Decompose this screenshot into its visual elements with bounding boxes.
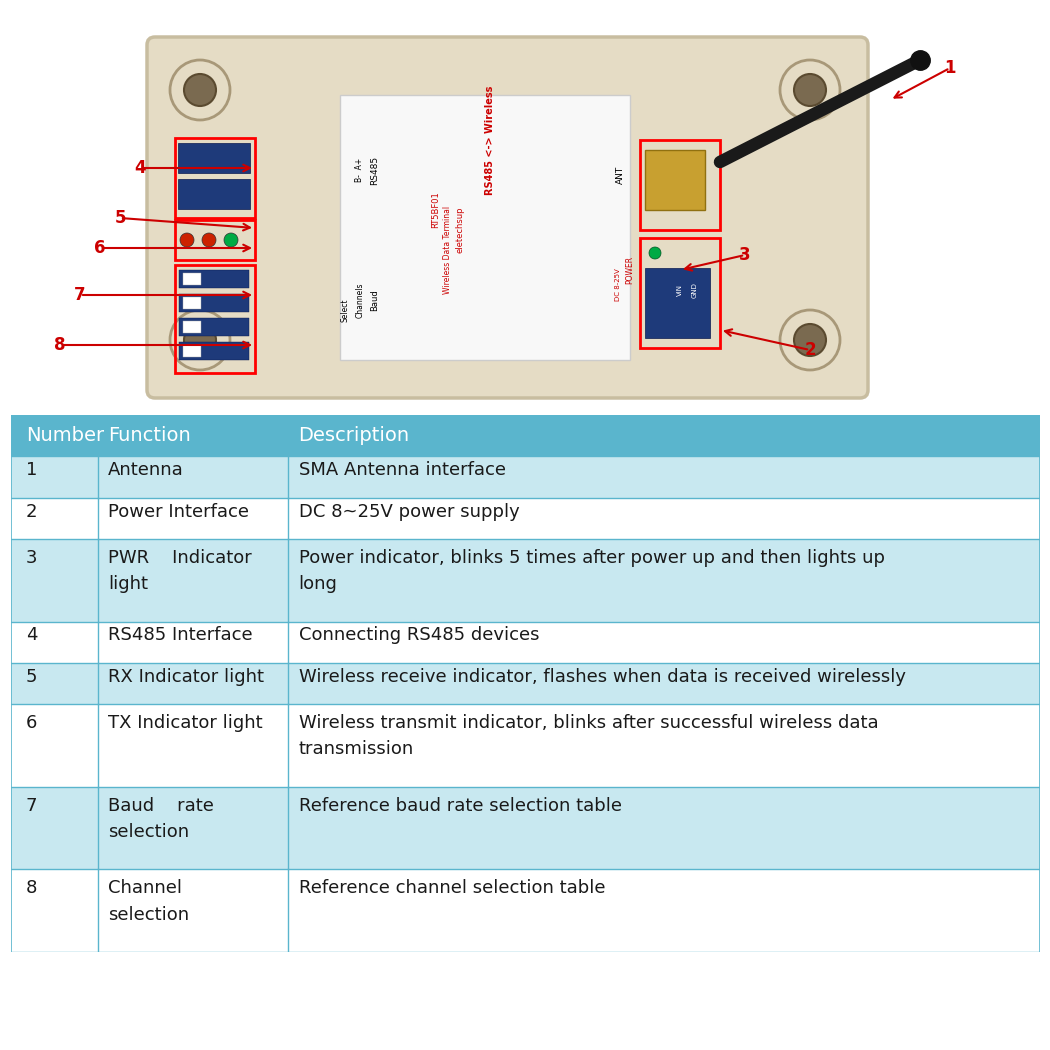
Bar — [178, 318, 249, 336]
Bar — [340, 94, 630, 360]
Circle shape — [780, 310, 840, 370]
Bar — [183, 273, 201, 285]
Text: 3: 3 — [26, 549, 38, 567]
Text: Channels: Channels — [356, 282, 364, 318]
Text: Wireless transmit indicator, blinks after successful wireless data
transmission: Wireless transmit indicator, blinks afte… — [298, 714, 878, 758]
Bar — [183, 321, 201, 333]
Circle shape — [170, 60, 230, 120]
Bar — [10, 786, 1040, 869]
Text: RT5BF01: RT5BF01 — [432, 191, 441, 229]
Text: Wireless Data Terminal: Wireless Data Terminal — [443, 206, 453, 294]
Text: 5: 5 — [114, 209, 126, 227]
Bar — [175, 138, 255, 218]
Text: 7: 7 — [26, 797, 38, 815]
Bar — [10, 498, 1040, 539]
Text: VIN: VIN — [677, 284, 682, 296]
Text: 8: 8 — [55, 336, 66, 354]
Bar — [640, 140, 720, 230]
Text: 1: 1 — [944, 59, 956, 77]
Bar — [10, 705, 1040, 786]
FancyBboxPatch shape — [147, 37, 868, 398]
Circle shape — [170, 310, 230, 370]
Text: RS485 <-> Wireless: RS485 <-> Wireless — [485, 85, 495, 194]
Text: Select: Select — [340, 298, 350, 321]
Circle shape — [184, 74, 216, 106]
Circle shape — [780, 60, 840, 120]
Text: SMA Antenna interface: SMA Antenna interface — [298, 461, 506, 479]
Circle shape — [794, 324, 826, 356]
Text: RX Indicator light: RX Indicator light — [108, 668, 265, 686]
Text: eletechsup: eletechsup — [456, 207, 464, 253]
Bar — [178, 178, 250, 209]
Text: 7: 7 — [75, 286, 86, 304]
Bar — [175, 220, 255, 260]
Circle shape — [184, 324, 216, 356]
Text: TX Indicator light: TX Indicator light — [108, 714, 262, 732]
Text: Baud: Baud — [371, 289, 379, 311]
Text: RS485: RS485 — [371, 155, 379, 185]
Text: Reference baud rate selection table: Reference baud rate selection table — [298, 797, 622, 815]
Bar — [645, 150, 705, 210]
Text: 8: 8 — [26, 879, 38, 898]
Bar — [640, 238, 720, 348]
Text: 6: 6 — [26, 714, 38, 732]
Text: 5: 5 — [26, 668, 38, 686]
Text: B-  A+: B- A+ — [356, 158, 364, 182]
Text: Description: Description — [298, 426, 410, 445]
Text: 4: 4 — [134, 159, 146, 177]
Text: Power indicator, blinks 5 times after power up and then lights up
long: Power indicator, blinks 5 times after po… — [298, 549, 884, 593]
Bar — [183, 345, 201, 357]
Text: Antenna: Antenna — [108, 461, 184, 479]
Bar — [10, 415, 1040, 457]
Text: 1: 1 — [26, 461, 38, 479]
Text: 4: 4 — [26, 627, 38, 645]
Bar — [175, 265, 255, 373]
Text: Number: Number — [26, 426, 104, 445]
Bar — [10, 457, 1040, 498]
Text: Function: Function — [108, 426, 191, 445]
Bar — [10, 869, 1040, 952]
Bar — [178, 342, 249, 360]
Text: Wireless receive indicator, flashes when data is received wirelessly: Wireless receive indicator, flashes when… — [298, 668, 905, 686]
Bar — [645, 268, 710, 338]
Text: 6: 6 — [94, 239, 106, 257]
Text: DC 8-25V: DC 8-25V — [615, 269, 621, 301]
Text: PWR    Indicator
light: PWR Indicator light — [108, 549, 252, 593]
Text: ANT: ANT — [615, 166, 625, 184]
Circle shape — [180, 233, 194, 247]
Circle shape — [794, 74, 826, 106]
Circle shape — [202, 233, 216, 247]
Bar — [178, 294, 249, 312]
Bar — [10, 622, 1040, 663]
Bar — [10, 539, 1040, 622]
Bar — [178, 270, 249, 288]
Text: Baud    rate
selection: Baud rate selection — [108, 797, 214, 841]
Text: GND: GND — [692, 282, 698, 298]
Bar — [10, 663, 1040, 705]
Text: Connecting RS485 devices: Connecting RS485 devices — [298, 627, 539, 645]
Bar — [178, 143, 250, 173]
Bar — [183, 297, 201, 309]
Text: 3: 3 — [739, 246, 751, 264]
Circle shape — [649, 247, 662, 259]
Text: DC 8~25V power supply: DC 8~25V power supply — [298, 503, 520, 521]
Text: 2: 2 — [26, 503, 38, 521]
Text: 2: 2 — [804, 341, 816, 359]
Text: RS485 Interface: RS485 Interface — [108, 627, 253, 645]
Text: Reference channel selection table: Reference channel selection table — [298, 879, 605, 898]
Text: POWER: POWER — [626, 256, 634, 285]
Circle shape — [224, 233, 238, 247]
Text: Power Interface: Power Interface — [108, 503, 249, 521]
Text: Channel
selection: Channel selection — [108, 879, 189, 924]
